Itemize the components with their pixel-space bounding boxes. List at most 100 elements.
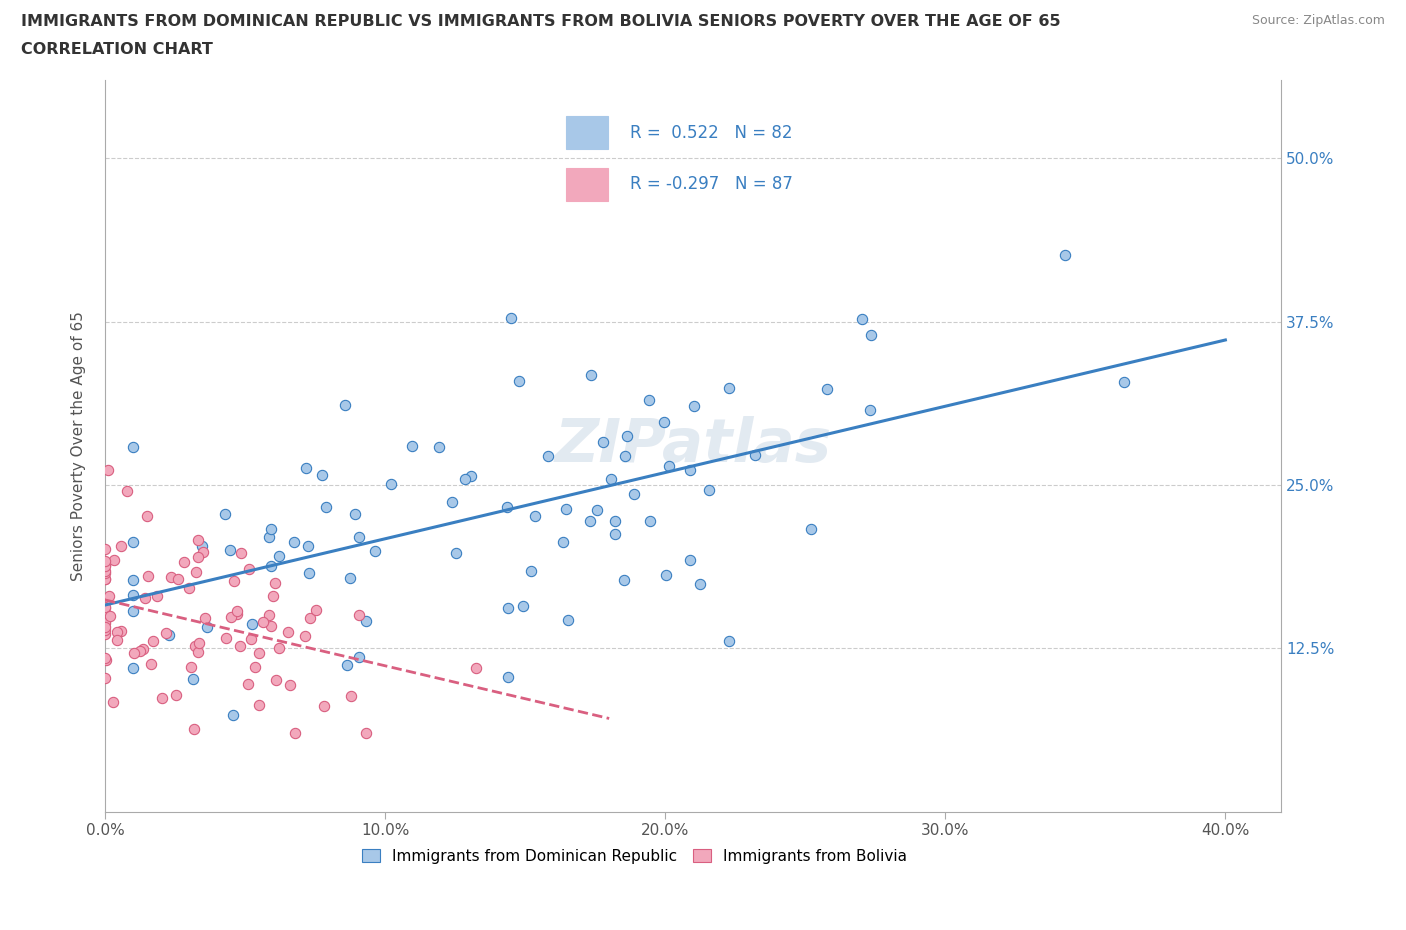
Point xyxy=(800,522,823,537)
Point xyxy=(214,507,236,522)
Legend: Immigrants from Dominican Republic, Immigrants from Bolivia: Immigrants from Dominican Republic, Immi… xyxy=(356,843,914,870)
Point xyxy=(264,576,287,591)
Point xyxy=(501,311,523,325)
Point xyxy=(160,569,183,584)
Point xyxy=(349,530,371,545)
Point xyxy=(122,535,145,550)
Point xyxy=(94,622,117,637)
Point xyxy=(110,624,132,639)
Point xyxy=(94,572,117,587)
Point xyxy=(335,397,357,412)
Point xyxy=(1112,375,1135,390)
Point xyxy=(128,644,150,658)
Point xyxy=(354,726,377,741)
Point xyxy=(278,677,301,692)
Point xyxy=(214,631,236,645)
Point xyxy=(219,542,242,557)
Point xyxy=(94,620,117,635)
Point xyxy=(815,382,838,397)
Point xyxy=(122,660,145,675)
Point xyxy=(226,606,249,621)
Point xyxy=(347,649,370,664)
Point xyxy=(134,591,156,605)
Text: IMMIGRANTS FROM DOMINICAN REPUBLIC VS IMMIGRANTS FROM BOLIVIA SENIORS POVERTY OV: IMMIGRANTS FROM DOMINICAN REPUBLIC VS IM… xyxy=(21,14,1060,29)
Point xyxy=(94,671,117,685)
Point xyxy=(94,557,117,572)
Point xyxy=(277,625,299,640)
Point xyxy=(496,500,519,515)
Point xyxy=(718,380,741,395)
Point xyxy=(155,626,177,641)
Point xyxy=(247,645,270,660)
Point xyxy=(267,549,290,564)
Point xyxy=(98,608,121,623)
Point xyxy=(380,477,402,492)
Point xyxy=(94,652,117,667)
Point xyxy=(166,687,188,702)
Point xyxy=(592,435,614,450)
Point xyxy=(122,646,145,661)
Point xyxy=(267,641,290,656)
Point xyxy=(259,522,281,537)
Point xyxy=(260,618,283,633)
Point xyxy=(101,695,124,710)
Point xyxy=(94,627,117,642)
Point xyxy=(294,460,316,475)
Point xyxy=(236,676,259,691)
Point xyxy=(315,499,337,514)
Point xyxy=(94,541,117,556)
Point xyxy=(122,573,145,588)
Text: Source: ZipAtlas.com: Source: ZipAtlas.com xyxy=(1251,14,1385,27)
Point xyxy=(349,608,371,623)
Point xyxy=(623,486,645,501)
Text: ZIPatlas: ZIPatlas xyxy=(554,417,832,475)
Point xyxy=(262,589,284,604)
Point xyxy=(221,708,243,723)
Point xyxy=(177,580,200,595)
Point xyxy=(401,439,423,454)
Point xyxy=(132,642,155,657)
Point xyxy=(697,483,720,498)
Point xyxy=(683,399,706,414)
Point xyxy=(94,608,117,623)
Point xyxy=(259,558,281,573)
Point xyxy=(655,567,678,582)
Point xyxy=(658,458,681,473)
Point xyxy=(103,552,125,567)
Point xyxy=(441,495,464,510)
Point xyxy=(150,691,173,706)
Point xyxy=(298,611,321,626)
Point xyxy=(640,513,662,528)
Point xyxy=(94,558,117,573)
Point xyxy=(679,463,702,478)
Point xyxy=(336,658,359,672)
Point xyxy=(339,570,361,585)
Point xyxy=(311,468,333,483)
Point xyxy=(679,552,702,567)
Point xyxy=(226,604,249,618)
Point xyxy=(146,589,169,604)
Point xyxy=(460,468,482,483)
Point xyxy=(183,671,205,686)
Point xyxy=(654,415,676,430)
Point xyxy=(122,440,145,455)
Point xyxy=(860,327,883,342)
Point xyxy=(195,619,218,634)
Point xyxy=(94,553,117,568)
Point xyxy=(613,448,636,463)
Point xyxy=(98,589,121,604)
Point xyxy=(305,603,328,618)
Point xyxy=(94,608,117,623)
Point xyxy=(603,526,626,541)
Point xyxy=(599,472,621,486)
Point xyxy=(187,549,209,564)
Point xyxy=(579,367,602,382)
Point xyxy=(364,543,387,558)
Point xyxy=(245,659,267,674)
Point xyxy=(578,514,600,529)
Point xyxy=(157,628,180,643)
Point xyxy=(744,447,766,462)
Point xyxy=(186,533,208,548)
Point xyxy=(194,610,217,625)
Point xyxy=(94,616,117,631)
